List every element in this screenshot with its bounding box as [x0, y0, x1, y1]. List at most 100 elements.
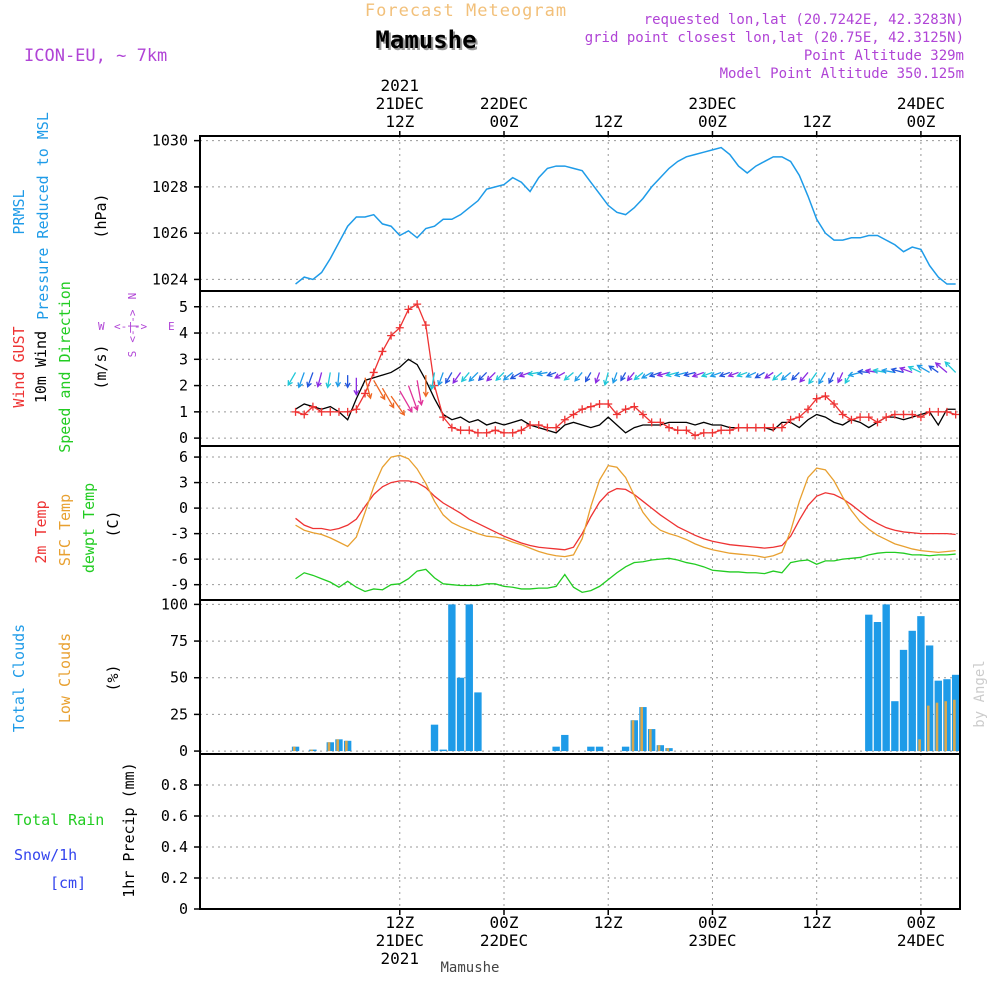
total-cloud-bar	[873, 622, 882, 752]
chart-panels: 1024102610281030012345-9-6-3036025507510…	[152, 132, 961, 918]
gust-marker	[934, 407, 943, 416]
top-axis-label: 00Z	[698, 112, 727, 131]
wind-vector-arrow	[818, 372, 826, 385]
clouds-ytick-label: 75	[170, 632, 188, 650]
wind-vector-arrow	[603, 372, 609, 387]
total-cloud-bar	[621, 746, 630, 752]
gust-marker	[361, 389, 370, 398]
low-cloud-bar	[944, 701, 947, 752]
gust-marker	[552, 423, 561, 432]
total-cloud-bar	[595, 746, 604, 752]
clouds-ytick-label: 25	[170, 705, 188, 723]
wind-vector-arrow	[344, 375, 351, 389]
wind-vector-arrow	[460, 372, 470, 383]
wind-vector-arrow	[648, 371, 661, 378]
total-cloud-bar	[587, 746, 595, 752]
wind-vector-arrow	[700, 371, 713, 378]
gust-marker	[543, 423, 552, 432]
wind-panel-labels: Wind GUST 10m Wind Speed and Direction (…	[10, 281, 175, 453]
wind-vector-arrow	[898, 366, 913, 374]
wind-vector-arrow	[429, 372, 436, 391]
gust-marker	[916, 413, 925, 422]
gust-marker	[899, 410, 908, 419]
wind-vector-arrow	[381, 387, 395, 409]
top-axis-label: 00Z	[490, 112, 519, 131]
wind-vector-arrow	[928, 365, 939, 373]
pressure-line	[295, 146, 956, 285]
gust-marker	[560, 415, 569, 424]
bottom-axis-label: 00Z	[490, 913, 519, 932]
gust-marker	[847, 415, 856, 424]
gust-marker	[395, 323, 404, 332]
gust-marker	[465, 426, 474, 435]
total-cloud-bar	[456, 677, 465, 752]
gust-marker	[308, 402, 317, 411]
gust-marker	[821, 392, 830, 401]
cloud-panel-labels: Total Clouds Low Clouds (%)	[10, 624, 122, 732]
compass-w-label: W	[98, 320, 105, 333]
wind-vector-arrow	[916, 364, 930, 374]
low-cloud-bar	[327, 742, 331, 752]
gust-marker	[291, 407, 300, 416]
total-cloud-bar	[465, 604, 473, 752]
wind-vector-arrow	[422, 375, 429, 398]
clouds-ytick-label: 50	[170, 669, 188, 687]
wind-vector-arrow	[437, 372, 444, 387]
precip-ytick-label: 0	[179, 900, 188, 918]
temperature-ytick-label: 0	[179, 499, 188, 517]
c-unit-label: (C)	[104, 510, 122, 537]
pressure-plot-bg	[200, 136, 960, 291]
bottom-axis-label: 12Z	[594, 913, 623, 932]
bottom-axis-label: 12Z	[385, 913, 414, 932]
wind-ytick-label: 2	[179, 377, 188, 395]
low-cloud-bar	[657, 745, 661, 752]
gust-marker	[413, 300, 422, 309]
gust-marker	[404, 305, 413, 314]
wind-vector-arrow	[502, 371, 514, 381]
info-line-3: Point Altitude 329m	[804, 48, 964, 64]
gust-marker	[812, 394, 821, 403]
wind-panel: 0 1 2 3 4 5	[179, 290, 961, 447]
gust-marker	[473, 428, 482, 437]
low-cloud-bar	[666, 748, 670, 752]
wind-vector-arrow	[509, 371, 522, 380]
gust-marker	[838, 410, 847, 419]
wind-vector-arrow	[745, 371, 757, 378]
bottom-axis-label: 12Z	[802, 913, 831, 932]
low-cloud-label: Low Clouds	[56, 633, 74, 723]
wind-vector-arrow	[546, 371, 557, 377]
wind-vector-arrow	[934, 362, 948, 373]
wind-vector-arrow	[772, 371, 783, 381]
wind-vector-arrow	[944, 361, 957, 373]
low-cloud-bar	[345, 740, 348, 752]
low-cloud-bar	[927, 705, 930, 752]
gust-marker	[630, 402, 639, 411]
info-line-1: requested lon,lat (20.7242E, 42.3283N)	[644, 12, 964, 28]
gust-marker	[769, 423, 778, 432]
compass-arrows: <-|->	[126, 309, 139, 342]
clouds-plot-bg	[200, 600, 960, 754]
gust-marker	[830, 399, 839, 408]
wind-vector-arrow	[477, 371, 488, 382]
gust-marker	[691, 431, 700, 440]
total-cloud-bar	[899, 649, 908, 752]
total-cloud-bar	[630, 720, 638, 752]
top-axis-label: 23DEC	[688, 94, 736, 113]
total-cloud-bar	[925, 645, 934, 752]
total-cloud-bar	[474, 692, 482, 752]
wind-vector-arrow	[335, 372, 342, 388]
wind-plot-bg	[200, 291, 960, 446]
top-axis-label: 2021	[381, 76, 420, 95]
speed-dir-label: Speed and Direction	[56, 281, 74, 453]
wind-vector-arrow	[373, 379, 386, 401]
model-label: ICON-EU, ~ 7km	[24, 46, 167, 66]
gust-marker	[647, 418, 656, 427]
station-title: Mamushe	[377, 28, 478, 56]
cm-unit-label: [cm]	[50, 874, 86, 892]
wind-ytick-label: 5	[179, 298, 188, 316]
dewpt-line	[295, 551, 956, 594]
snow-label: Snow/1h	[14, 846, 77, 864]
bottom-axis-label: 22DEC	[480, 931, 528, 950]
pressure-ytick-label: 1030	[152, 132, 188, 150]
